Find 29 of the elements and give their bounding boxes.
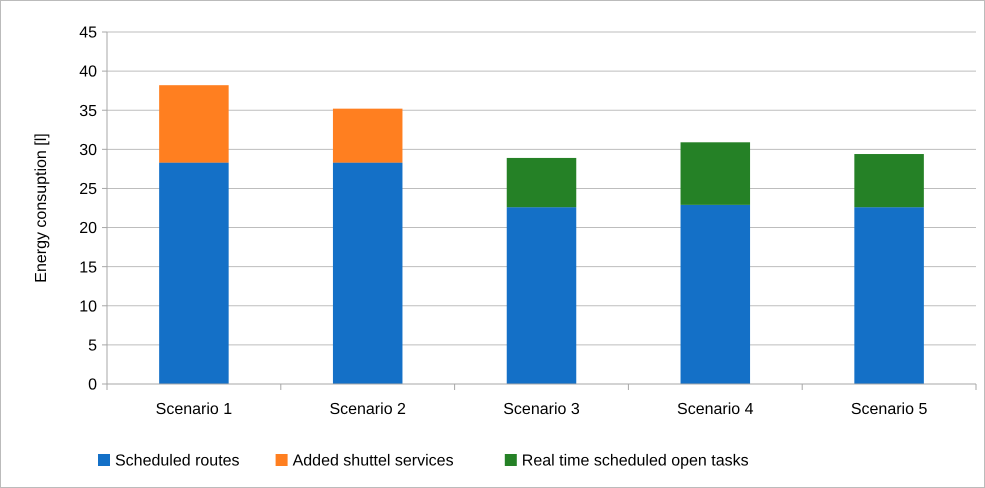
bar (680, 204, 750, 384)
x-tick-label: Scenario 4 (677, 401, 754, 418)
bar (854, 207, 924, 384)
y-tick-label: 0 (88, 376, 98, 394)
y-tick-label: 10 (79, 298, 98, 316)
y-tick-label: 30 (79, 142, 98, 159)
bar (159, 162, 229, 384)
bar (332, 162, 402, 384)
y-tick-label: 15 (79, 259, 98, 276)
legend-label: Added shuttel services (292, 452, 454, 470)
y-tick-label: 40 (79, 64, 98, 81)
y-tick-label: 5 (88, 337, 98, 354)
x-tick-label: Scenario 2 (329, 401, 406, 418)
bar (680, 142, 750, 205)
x-tick-label: Scenario 3 (503, 401, 580, 418)
y-tick-label: 25 (79, 181, 98, 198)
bar (506, 158, 576, 208)
y-tick-label: 20 (79, 220, 98, 238)
bar (506, 207, 576, 384)
legend-label: Real time scheduled open tasks (522, 452, 749, 470)
y-tick-label: 45 (79, 24, 98, 42)
bar (159, 85, 229, 163)
x-tick-label: Scenario 1 (156, 401, 232, 418)
bar (854, 154, 924, 208)
y-axis-title: Energy consuption [l] (33, 133, 50, 283)
y-tick-label: 35 (79, 102, 98, 120)
x-tick-label: Scenario 5 (850, 401, 928, 418)
bar (332, 108, 402, 163)
legend-label: Scheduled routes (115, 452, 240, 470)
